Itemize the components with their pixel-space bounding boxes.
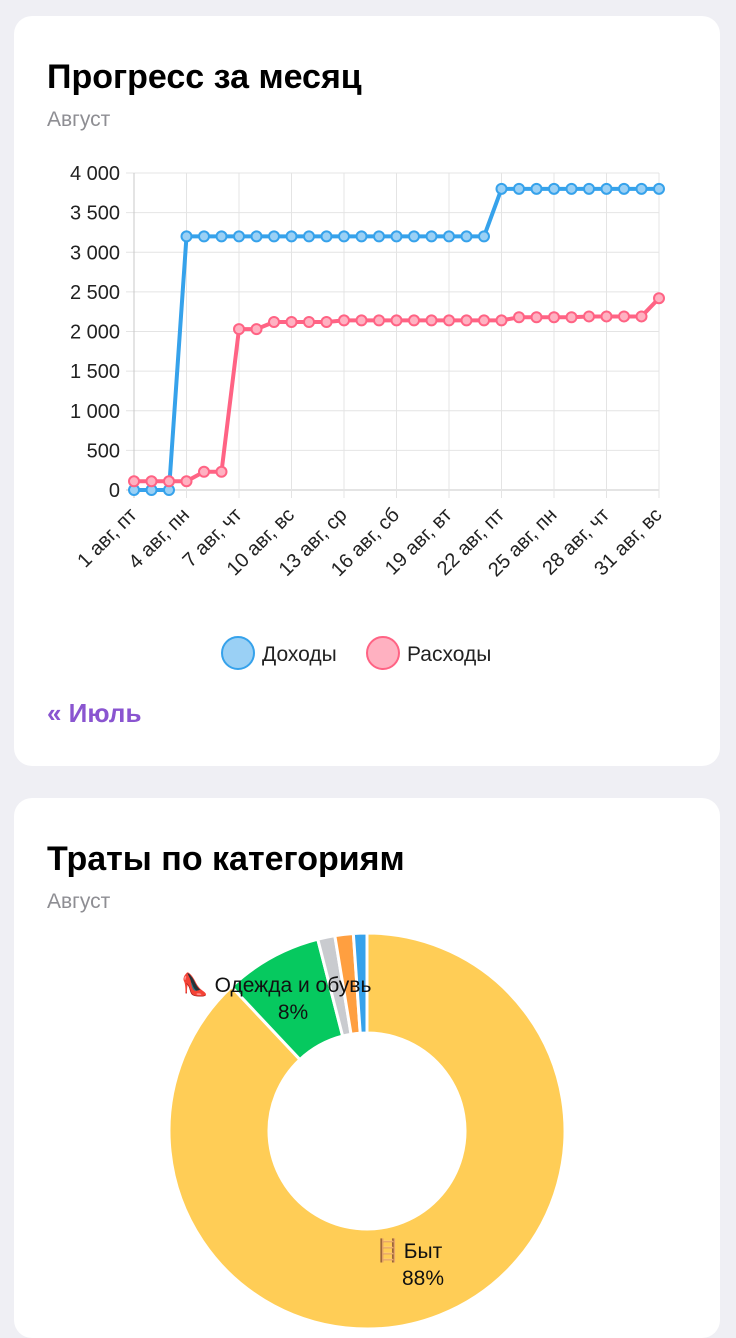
progress-subtitle: Август: [47, 108, 111, 131]
data-point: [653, 292, 665, 305]
data-point: [128, 475, 140, 488]
slice-percent: 8%: [278, 1001, 308, 1024]
data-point: [513, 311, 525, 324]
data-point: [583, 310, 595, 323]
legend-marker: [221, 636, 255, 670]
previous-month-link[interactable]: « Июль: [47, 698, 142, 728]
y-tick-label: 4 000: [70, 163, 120, 185]
data-point: [478, 314, 490, 327]
data-point: [285, 230, 298, 243]
data-point: [495, 182, 508, 195]
data-point: [180, 230, 193, 243]
data-point: [618, 310, 630, 323]
slice-label-group: 🪜 Быт 88%: [374, 1238, 444, 1290]
y-tick-label: 2 000: [70, 322, 120, 344]
data-point: [425, 230, 438, 243]
donut-slice: [351, 931, 369, 1035]
y-tick-label: 1 500: [70, 361, 120, 383]
data-point: [390, 230, 403, 243]
data-point: [285, 315, 298, 328]
data-point: [408, 230, 420, 243]
data-point: [513, 182, 525, 195]
data-point: [390, 314, 403, 327]
data-point: [268, 315, 280, 328]
data-point: [198, 465, 210, 478]
data-point: [233, 230, 245, 243]
data-point: [653, 182, 665, 195]
data-point: [250, 230, 263, 243]
data-point: [635, 182, 648, 195]
data-point: [443, 314, 455, 327]
y-tick-label: 2 500: [70, 282, 120, 304]
slice-percent: 88%: [402, 1267, 444, 1290]
data-point: [338, 314, 350, 327]
legend-marker: [366, 636, 400, 670]
data-point: [530, 311, 543, 324]
data-point: [145, 475, 158, 488]
data-point: [320, 230, 333, 243]
donut-slice: [167, 931, 567, 1331]
data-point: [180, 475, 193, 488]
progress-title: Прогресс за месяц: [47, 58, 362, 96]
chart-grid: [126, 172, 660, 498]
data-point: [530, 182, 543, 195]
series-income: [128, 182, 665, 496]
y-tick-label: 3 500: [70, 203, 120, 225]
categories-title: Траты по категориям: [47, 840, 405, 878]
data-point: [233, 323, 245, 336]
high-heel-icon: 👠: [181, 971, 208, 997]
data-point: [250, 323, 263, 336]
ladder-icon: 🪜: [374, 1238, 401, 1263]
slice-label: Одежда и обувь: [215, 974, 372, 997]
y-tick-label: 500: [87, 440, 120, 462]
data-point: [548, 182, 560, 195]
y-tick-label: 1 000: [70, 401, 120, 423]
data-point: [635, 310, 648, 323]
data-point: [215, 230, 228, 243]
y-tick-label: 0: [109, 480, 120, 502]
data-point: [355, 230, 368, 243]
data-point: [425, 314, 438, 327]
data-point: [443, 230, 455, 243]
data-point: [583, 182, 595, 195]
slice-label: Быт: [404, 1240, 443, 1263]
data-point: [215, 465, 228, 478]
data-point: [548, 311, 560, 324]
data-point: [320, 315, 333, 328]
data-point: [268, 230, 280, 243]
categories-subtitle: Август: [47, 890, 111, 913]
categories-card: Траты по категориям Август 🪜 Быт 88% 👠 Одежд…: [14, 798, 720, 1338]
y-tick-label: 3 000: [70, 242, 120, 264]
series-expenses: [128, 292, 665, 488]
chart-legend: Доходы Расходы: [221, 636, 491, 670]
slice-label-group: 👠 Одежда и обувь 8%: [181, 971, 371, 1024]
data-point: [373, 314, 385, 327]
data-point: [338, 230, 350, 243]
data-point: [565, 311, 578, 324]
data-point: [460, 230, 473, 243]
data-point: [408, 314, 420, 327]
data-point: [460, 314, 473, 327]
data-point: [600, 182, 613, 195]
data-point: [478, 230, 490, 243]
data-point: [495, 314, 508, 327]
data-point: [618, 182, 630, 195]
progress-card: Прогресс за месяц Август 4 000 3 500 3 000…: [14, 16, 720, 766]
data-point: [163, 475, 175, 488]
legend-label: Расходы: [407, 643, 491, 666]
data-point: [600, 310, 613, 323]
data-point: [303, 315, 315, 328]
data-point: [565, 182, 578, 195]
data-point: [355, 314, 368, 327]
legend-label: Доходы: [262, 643, 337, 666]
categories-donut-chart: 🪜 Быт 88% 👠 Одежда и обувь 8%: [167, 931, 567, 1331]
data-point: [198, 230, 210, 243]
data-point: [373, 230, 385, 243]
data-point: [303, 230, 315, 243]
